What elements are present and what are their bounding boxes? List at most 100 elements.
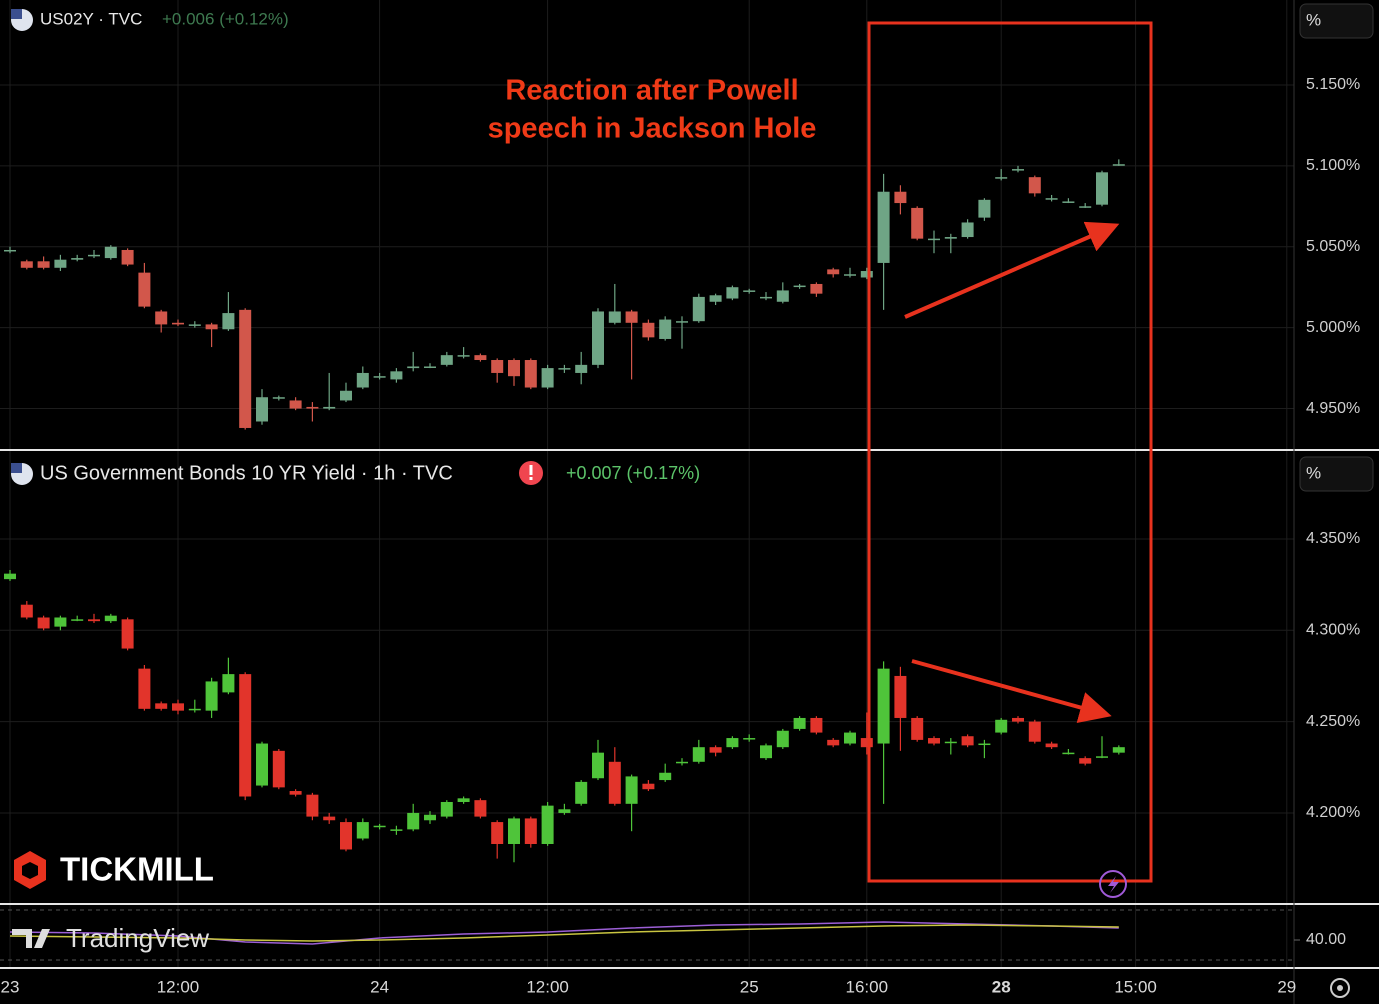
candle-body bbox=[743, 738, 756, 740]
x-tick-label: 12:00 bbox=[526, 977, 569, 996]
candle-body bbox=[54, 617, 67, 627]
candle-body bbox=[692, 747, 705, 762]
candle-body bbox=[978, 743, 991, 746]
candle-body bbox=[676, 761, 688, 764]
unit-button[interactable] bbox=[1299, 3, 1374, 39]
candle-body bbox=[793, 717, 806, 729]
candle-body bbox=[608, 311, 621, 323]
candle-body bbox=[155, 311, 168, 325]
candle-body bbox=[323, 816, 336, 821]
y-tick-label: 4.300% bbox=[1306, 621, 1360, 638]
candle-body bbox=[709, 295, 722, 302]
candle-body bbox=[676, 321, 688, 323]
tickmill-logo bbox=[22, 862, 38, 879]
candle-body bbox=[558, 368, 571, 370]
candle-body bbox=[1096, 756, 1108, 758]
candle-body bbox=[20, 604, 33, 618]
candle-body bbox=[88, 254, 100, 257]
flag-icon bbox=[11, 463, 22, 473]
candle-body bbox=[424, 814, 436, 821]
candle-body bbox=[104, 615, 117, 622]
annotation: Reaction after Powell bbox=[505, 75, 798, 107]
candle-body bbox=[928, 738, 940, 744]
candle-body bbox=[592, 311, 604, 365]
candle-body bbox=[961, 222, 974, 238]
candle-body bbox=[709, 747, 722, 753]
candle-body bbox=[37, 617, 50, 629]
candle-body bbox=[1028, 721, 1041, 742]
candle-body bbox=[138, 272, 151, 307]
unit-label[interactable]: % bbox=[1306, 10, 1321, 29]
candle-body bbox=[625, 776, 638, 804]
candle-body bbox=[877, 668, 890, 744]
candle-body bbox=[20, 261, 33, 268]
candle-body bbox=[104, 246, 117, 259]
candle-body bbox=[760, 296, 772, 299]
highlight-box bbox=[867, 21, 1153, 883]
candle-body bbox=[1012, 169, 1024, 171]
y-tick-label: 40.00 bbox=[1306, 931, 1346, 948]
candle-body bbox=[340, 390, 352, 401]
candle-body bbox=[1028, 177, 1041, 194]
legend-title: US Government Bonds 10 YR Yield · 1h · T… bbox=[40, 462, 453, 484]
y-tick-label: 4.950% bbox=[1306, 400, 1360, 417]
candle-body bbox=[692, 296, 705, 322]
candle-body bbox=[928, 238, 940, 241]
candle-body bbox=[222, 313, 235, 330]
candle-body bbox=[1062, 201, 1075, 203]
candle-body bbox=[827, 739, 840, 746]
candle-body bbox=[558, 809, 571, 813]
candle-body bbox=[1062, 752, 1075, 755]
candle-body bbox=[121, 249, 134, 265]
settings-icon bbox=[1337, 985, 1343, 991]
candle-body bbox=[356, 822, 369, 839]
candle-body bbox=[373, 825, 386, 828]
watermark: TICKMILL bbox=[60, 851, 214, 888]
candle-body bbox=[205, 681, 218, 711]
candle-body bbox=[407, 366, 420, 369]
marks: 23 12:00 24 12:00 25 16:00 28 15:00 29 4.950% 5.00… bbox=[1, 76, 1361, 996]
x-tick-label: 15:00 bbox=[1114, 977, 1157, 996]
candle-body bbox=[659, 772, 672, 781]
candle-body bbox=[726, 738, 739, 748]
settings-icon[interactable] bbox=[1330, 978, 1350, 998]
candle-body bbox=[793, 285, 806, 288]
candle-body bbox=[88, 619, 100, 622]
candle-body bbox=[71, 258, 84, 260]
candle-body bbox=[508, 360, 520, 377]
candle-body bbox=[995, 177, 1008, 179]
candle-body bbox=[37, 261, 50, 268]
candle-body bbox=[491, 360, 504, 373]
candle-body bbox=[1045, 743, 1058, 748]
candle-body bbox=[440, 801, 453, 817]
candle-body bbox=[995, 719, 1008, 733]
candle-body bbox=[340, 822, 352, 850]
y-tick-label: 5.150% bbox=[1306, 76, 1360, 93]
candle-body bbox=[760, 745, 772, 759]
candle-body bbox=[390, 829, 403, 831]
legend-change: +0.007 (+0.17%) bbox=[566, 463, 700, 483]
unit-label[interactable]: % bbox=[1306, 463, 1321, 482]
candle-body bbox=[356, 372, 369, 388]
candle-body bbox=[1096, 172, 1108, 205]
x-tick-label: 28 bbox=[992, 977, 1011, 996]
candle-body bbox=[726, 287, 739, 299]
unit-button[interactable] bbox=[1299, 456, 1374, 492]
annotation: speech in Jackson Hole bbox=[488, 113, 817, 145]
y-tick-label: 4.250% bbox=[1306, 713, 1360, 730]
candle-body bbox=[1079, 206, 1092, 208]
candle-body bbox=[306, 406, 319, 409]
candle-body bbox=[424, 366, 436, 368]
arrow bbox=[904, 221, 1120, 319]
indicator-line bbox=[9, 924, 1119, 942]
candle-body bbox=[4, 573, 16, 580]
candle-body bbox=[592, 752, 604, 779]
y-tick-label: 5.050% bbox=[1306, 238, 1360, 255]
candle-body bbox=[289, 400, 302, 409]
candle-body bbox=[172, 322, 184, 325]
candle-body bbox=[272, 750, 285, 788]
warning-icon bbox=[529, 465, 533, 475]
candle-body bbox=[1012, 717, 1024, 722]
alert-icon[interactable] bbox=[1099, 870, 1127, 898]
